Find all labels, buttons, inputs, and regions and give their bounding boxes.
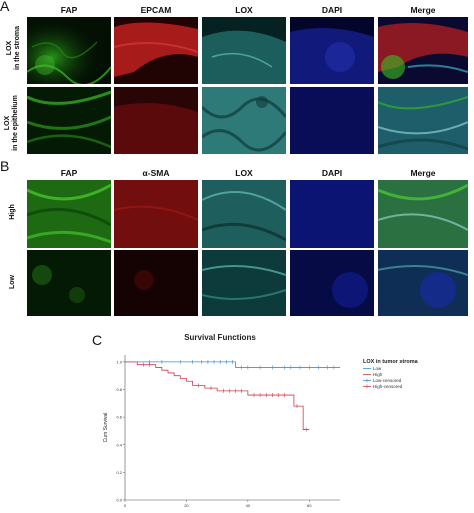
panel-b-row2-label: Low [0, 275, 28, 289]
panel-c-letter: C [92, 332, 103, 348]
panel-a-col-merge: Merge [410, 5, 436, 15]
panel-a-r2-lox-image [202, 87, 286, 154]
y-tick-label: 0.0 [116, 498, 122, 503]
panel-b-r1-lox-image [202, 180, 286, 248]
legend-item: Low [373, 366, 382, 371]
panel-a-row1-label-line1: LOX [6, 40, 13, 56]
chart-title: Survival Functions [184, 333, 256, 342]
panel-b-row1-label-text: High [9, 204, 16, 220]
panel-a-col-lox: LOX [235, 5, 253, 15]
y-tick-label: 0.4 [116, 442, 122, 447]
x-tick-label: 40 [246, 503, 251, 508]
panel-a-r2-fap-image [27, 87, 111, 154]
x-tick-label: 60 [307, 503, 312, 508]
legend-item: High [373, 372, 383, 377]
panel-b-row2-label-text: Low [9, 275, 16, 289]
x-tick-label: 0 [124, 503, 127, 508]
legend-item: High-censored [373, 384, 403, 389]
panel-b-r2-lox-image [202, 250, 286, 316]
panel-a-r1-lox-image [202, 17, 286, 84]
panel-a-col-epcam: EPCAM [140, 5, 172, 15]
panel-b-r2-sma-image [114, 250, 198, 316]
panel-b-r1-fap-image [27, 180, 111, 248]
panel-b-col-dapi: DAPI [321, 168, 343, 178]
x-tick-label: 20 [184, 503, 189, 508]
panel-a-col-fap: FAP [60, 5, 78, 15]
survival-chart: 0.0 0.2 0.4 0.6 0.8 1.0 0 20 40 60 Cum Survival LOX… [103, 355, 419, 508]
y-tick-label: 0.8 [116, 387, 122, 392]
panel-a-r1-dapi-image [290, 17, 374, 84]
panel-b-r2-dapi-image [290, 250, 374, 316]
panel-a-r2-merge-image [378, 87, 468, 154]
panel-b-letter: B [0, 158, 10, 174]
y-axis-label: Cum Survival [103, 413, 109, 443]
panel-b-row1-label: High [0, 204, 28, 220]
legend-item: Low-censored [373, 378, 402, 383]
y-tick-label: 0.2 [116, 470, 122, 475]
panel-a-col-dapi: DAPI [321, 5, 343, 15]
panel-b-r2-fap-image [27, 250, 111, 316]
y-tick-label: 0.6 [116, 415, 122, 420]
panel-a-row2-label-line2: in the epithelium [12, 95, 19, 151]
panel-a-r2-epcam-image [114, 87, 198, 154]
panel-b-col-lox: LOX [235, 168, 253, 178]
panel-a-r1-fap-image [27, 17, 111, 84]
panel-a-letter: A [0, 0, 10, 14]
y-tick-label: 1.0 [116, 359, 122, 364]
panel-a-r1-epcam-image [114, 17, 198, 84]
panel-b-col-fap: FAP [60, 168, 78, 178]
panel-b-r2-merge-image [378, 250, 468, 316]
panel-a-r1-merge-image [378, 17, 468, 84]
panel-b-r1-sma-image [114, 180, 198, 248]
panel-b-col-sma: α-SMA [142, 168, 170, 178]
panel-b-r1-dapi-image [290, 180, 374, 248]
panel-b-col-merge: Merge [410, 168, 436, 178]
series-line-high [125, 361, 310, 430]
panel-b-r1-merge-image [378, 180, 468, 248]
panel-a-row1-label-line2: in the stroma [14, 26, 21, 70]
panel-a-row2-label-line1: LOX [4, 115, 11, 131]
panel-a-r2-dapi-image [290, 87, 374, 154]
legend-title: LOX in tumor stroma [363, 359, 419, 365]
